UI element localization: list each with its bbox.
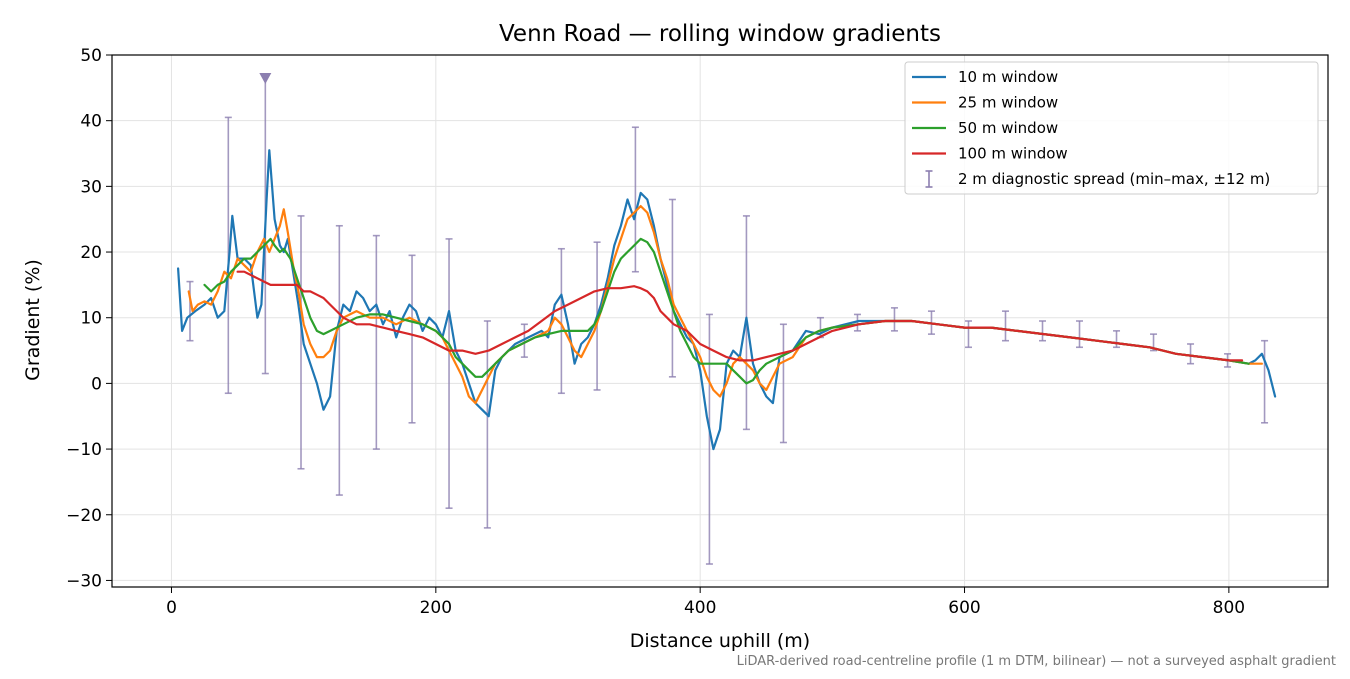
x-axis-label: Distance uphill (m)	[630, 630, 810, 652]
x-tick-label: 400	[684, 598, 716, 618]
y-tick-label: −10	[66, 440, 102, 460]
legend-items: 10 m window 25 m window 50 m window 100 m w…	[912, 68, 1270, 188]
x-tick-label: 800	[1213, 598, 1245, 618]
series-line	[177, 149, 1277, 451]
legend-box	[904, 61, 1319, 195]
legend-label: 50 m window	[958, 119, 1058, 137]
legend-label: 2 m diagnostic spread (min–max, ±12 m)	[958, 170, 1270, 188]
footnote: LiDAR-derived road-centreline profile (1…	[737, 654, 1336, 669]
y-tick-label: −20	[66, 506, 102, 526]
x-tick-label: 0	[166, 598, 177, 618]
plot-frame	[111, 54, 1329, 588]
series-line	[236, 270, 1244, 362]
y-tick-label: 30	[80, 177, 102, 197]
x-tick-label: 600	[948, 598, 980, 618]
tick-layer: 0 200 400 600 800 −30 −20 −10 0 10 20 30 40 50	[66, 46, 1245, 618]
legend: 10 m window 25 m window 50 m window 100 m w…	[904, 61, 1319, 195]
y-tick-label: 0	[91, 374, 102, 394]
y-tick-label: 20	[80, 243, 102, 263]
clipped-spread-marker	[259, 72, 272, 84]
series-layer	[177, 149, 1277, 451]
legend-label: 10 m window	[958, 68, 1058, 86]
y-axis-label: Gradient (%)	[22, 259, 44, 381]
y-tick-label: 10	[80, 309, 102, 329]
chart-title: Venn Road — rolling window gradients	[499, 21, 941, 47]
x-tick-label: 200	[420, 598, 452, 618]
y-tick-label: 40	[80, 112, 102, 132]
legend-label: 25 m window	[958, 94, 1058, 112]
legend-label: 100 m window	[958, 145, 1068, 163]
y-tick-label: −30	[66, 571, 102, 591]
y-tick-label: 50	[80, 46, 102, 66]
